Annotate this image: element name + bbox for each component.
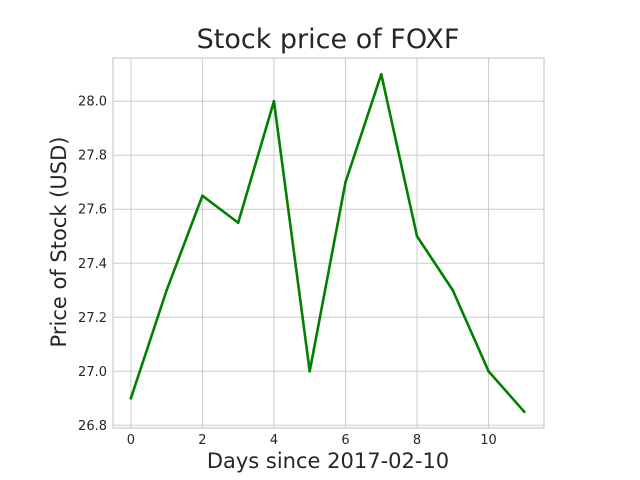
data-point xyxy=(523,410,526,414)
series-layer xyxy=(129,72,526,414)
y-tick-label: 26.8 xyxy=(78,419,107,434)
x-tick-label: 10 xyxy=(480,433,497,448)
data-point xyxy=(129,396,133,400)
x-tick-label: 8 xyxy=(413,433,421,448)
data-point xyxy=(487,369,490,373)
plot-frame xyxy=(112,57,545,429)
data-point xyxy=(165,288,168,292)
x-tick-label: 2 xyxy=(198,433,206,448)
y-tick-label: 28.0 xyxy=(78,95,107,110)
data-point xyxy=(308,369,312,373)
y-tick-label: 27.2 xyxy=(78,311,107,326)
y-tick-label: 27.0 xyxy=(78,365,107,380)
data-point xyxy=(236,221,240,225)
y-tick-label: 27.8 xyxy=(78,149,107,164)
x-axis-label: Days since 2017-02-10 xyxy=(207,449,449,473)
series-line xyxy=(129,72,526,414)
data-point xyxy=(451,288,455,292)
x-tick-label: 6 xyxy=(341,433,349,448)
x-tick-label: 4 xyxy=(270,433,278,448)
data-point xyxy=(272,99,276,103)
chart-title: Stock price of FOXF xyxy=(197,24,460,55)
y-tick-label: 27.4 xyxy=(78,257,107,272)
data-point xyxy=(379,72,383,76)
data-point xyxy=(344,180,347,184)
data-point xyxy=(201,194,204,198)
y-tick-label: 27.6 xyxy=(78,203,107,218)
x-tick-labels: 0 2 4 6 8 10 xyxy=(127,433,497,448)
data-point xyxy=(415,234,419,238)
y-tick-labels: 26.8 27.0 27.2 27.4 27.6 27.8 28.0 xyxy=(78,95,107,434)
grid-lines xyxy=(113,58,544,428)
x-tick-label: 0 xyxy=(127,433,135,448)
y-axis-label: Price of Stock (USD) xyxy=(47,137,71,348)
